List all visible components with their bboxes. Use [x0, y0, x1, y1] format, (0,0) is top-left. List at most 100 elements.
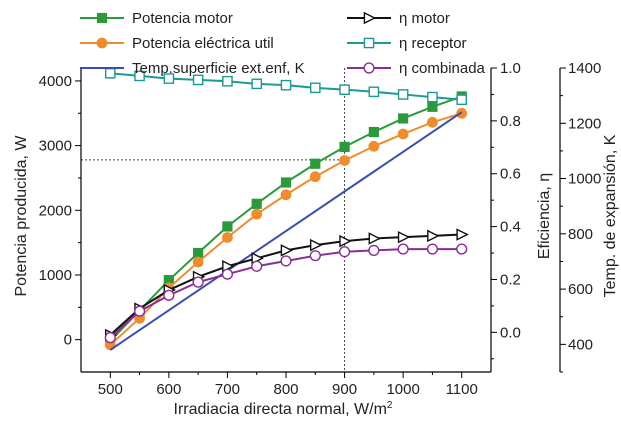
data-point	[280, 79, 292, 91]
y-efficiency-tick-label: 0.8	[500, 113, 521, 130]
x-tick-label: 1100	[446, 381, 478, 398]
data-point	[221, 268, 234, 280]
data-point	[398, 113, 409, 124]
data-point	[251, 198, 262, 209]
x-tick-label: 900	[332, 381, 357, 398]
y-temperature-tick-label: 800	[568, 226, 593, 243]
data-point	[368, 140, 380, 152]
y-efficiency-tick-label: 0.2	[500, 271, 521, 288]
data-point	[192, 74, 204, 86]
x-axis-label: Irradiacia directa normal, W/m2	[174, 400, 393, 418]
data-point	[310, 158, 321, 169]
x-tick-label: 500	[98, 381, 123, 398]
data-point	[222, 75, 233, 87]
legend-item-0: Potencia motor	[80, 10, 233, 27]
data-point	[426, 243, 439, 255]
data-point	[397, 243, 409, 255]
y-axis-label-efficiency: Eficiencia, η	[536, 173, 553, 259]
data-point	[427, 116, 438, 128]
data-point	[163, 73, 175, 84]
y-efficiency-tick-label: 0.6	[500, 166, 521, 183]
series-layer	[104, 67, 469, 351]
y-left-tick-label: 2000	[39, 202, 72, 219]
data-point	[339, 141, 350, 153]
reference-lines	[81, 68, 346, 372]
series-5	[104, 243, 468, 344]
data-point	[222, 221, 233, 232]
legend-label: Potencia motor	[132, 10, 233, 27]
y-efficiency-tick-label: 0.4	[500, 219, 521, 236]
data-point	[427, 101, 438, 112]
data-point	[192, 256, 204, 268]
data-point	[134, 70, 145, 82]
y-axis-label-left: Potencia producida, W	[13, 135, 30, 297]
data-point	[363, 37, 375, 49]
series-4	[104, 67, 468, 106]
legend-label: η combinada	[399, 60, 486, 77]
series-line	[109, 111, 463, 351]
y-efficiency-tick-label: 0.0	[500, 324, 521, 341]
data-point	[251, 78, 263, 90]
y-temperature-tick-label: 1400	[568, 60, 601, 77]
data-point	[368, 232, 382, 245]
y-temperature-tick-label: 1200	[568, 115, 601, 132]
data-point	[338, 246, 351, 258]
y-left-tick-label: 0	[64, 332, 72, 349]
data-point	[427, 91, 438, 103]
data-point	[456, 228, 469, 241]
legend-label: η receptor	[399, 35, 467, 52]
data-point	[368, 86, 380, 98]
data-point	[133, 305, 146, 317]
data-point	[456, 94, 468, 106]
legend-item-1: Potencia eléctrica util	[80, 35, 274, 52]
data-point	[339, 155, 350, 166]
data-point	[427, 229, 440, 243]
y-temperature-tick-label: 400	[568, 336, 593, 353]
y-left-tick-label: 4000	[39, 73, 72, 90]
legend: Potencia motor Potencia eléctrica util Tem…	[80, 10, 486, 77]
data-point	[339, 234, 352, 248]
data-point	[397, 230, 411, 244]
legend-item-2: Temp.superficie ext.enf, K	[80, 60, 305, 77]
legend-item-5: η combinada	[347, 60, 486, 77]
legend-item-4: η receptor	[347, 35, 467, 52]
data-point	[363, 62, 375, 74]
series-line	[109, 95, 463, 342]
data-point	[251, 208, 263, 220]
axis-labels: Irradiacia directa normal, W/m2 Potencia…	[13, 134, 619, 418]
y-efficiency-tick-label: 1.0	[500, 60, 521, 77]
data-point	[280, 189, 292, 201]
x-tick-label: 700	[215, 381, 240, 398]
axes: 500 600 700 800 900 1000 110001000200030004000…	[39, 60, 602, 398]
data-point	[280, 255, 292, 267]
data-point	[96, 12, 108, 24]
data-point	[193, 247, 204, 259]
data-point	[192, 276, 204, 288]
y-temperature-tick-label: 600	[568, 281, 593, 298]
data-point	[104, 332, 116, 344]
data-point	[368, 126, 379, 138]
y-axis-label-temperature: Temp. de expansión, K	[602, 134, 619, 297]
legend-label: Potencia eléctrica util	[132, 35, 274, 52]
series-2	[109, 111, 463, 351]
data-point	[104, 67, 116, 79]
y-temperature-tick-label: 1000	[568, 171, 601, 188]
y-left-tick-label: 3000	[39, 138, 72, 155]
data-point	[397, 89, 409, 100]
data-point	[309, 238, 323, 252]
data-point	[368, 244, 380, 257]
data-point	[251, 260, 263, 272]
x-tick-label: 1000	[386, 381, 419, 398]
y-left-tick-label: 1000	[39, 267, 72, 284]
legend-label: η motor	[399, 10, 450, 27]
x-tick-label: 600	[156, 381, 181, 398]
data-point	[96, 37, 108, 49]
data-point	[309, 82, 321, 94]
legend-label: Temp.superficie ext.enf, K	[132, 60, 305, 77]
data-point	[222, 232, 233, 243]
x-tick-label: 800	[273, 381, 298, 398]
data-point	[309, 171, 321, 183]
data-point	[280, 177, 292, 188]
data-point	[163, 289, 175, 301]
